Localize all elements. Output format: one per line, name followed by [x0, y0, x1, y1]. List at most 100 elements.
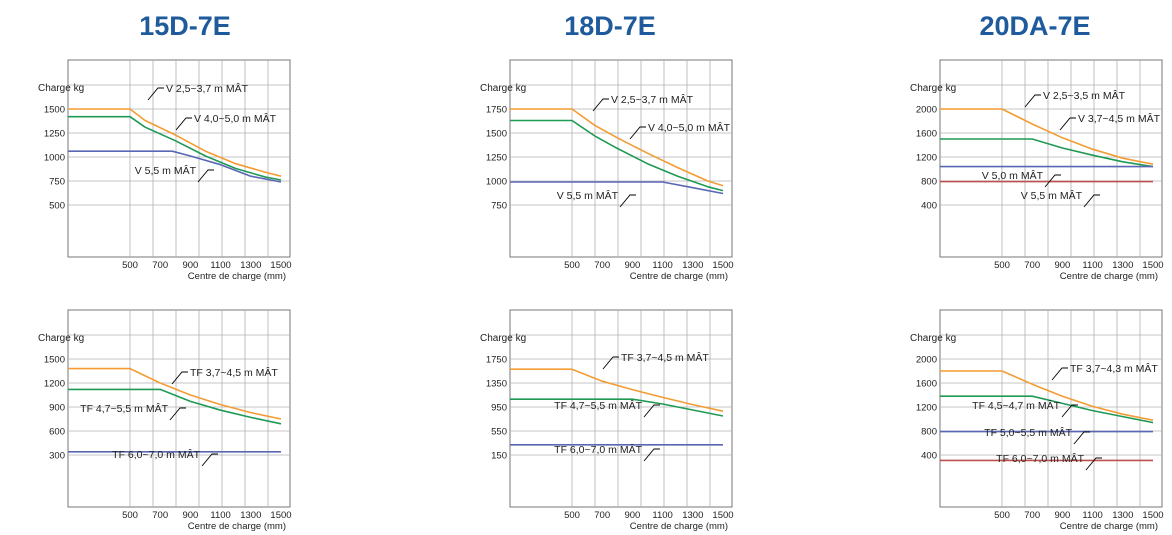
x-tick-label: 700	[152, 510, 168, 521]
series-label: V 2,5~3,7 m MÂT	[611, 93, 694, 106]
x-tick-label: 1100	[1082, 260, 1102, 271]
y-tick-label: 2000	[916, 105, 937, 116]
x-tick-label: 1300	[240, 510, 261, 521]
y-tick-label: 1350	[486, 379, 507, 390]
x-tick-label: 1500	[712, 260, 733, 271]
series-leader	[147, 87, 164, 101]
x-axis-label: Centre de charge (mm)	[630, 521, 728, 532]
y-tick-label: 1000	[44, 153, 65, 164]
series-label: V 2,5~3,5 m MÂT	[1043, 89, 1126, 102]
y-axis-label: Charge kg	[910, 333, 956, 344]
chart-20DA-7E-row1: Charge kg 400 800 1200 1600 2000 500 700 900 1100…	[910, 309, 1164, 532]
series-label: TF 4,7~5,5 m MÂT	[554, 399, 642, 412]
x-tick-label: 1100	[210, 510, 230, 521]
x-tick-label: 900	[182, 510, 198, 521]
chart-frame	[67, 59, 291, 258]
x-tick-label: 1500	[270, 510, 291, 521]
series-line-blue	[510, 181, 724, 195]
y-tick-label: 1500	[44, 355, 65, 366]
y-axis-label: Charge kg	[480, 333, 526, 344]
x-tick-label: 1100	[652, 260, 672, 271]
series-leader	[1083, 194, 1100, 208]
series-leader	[592, 98, 609, 112]
y-tick-label: 600	[49, 427, 65, 438]
y-tick-label: 1500	[486, 129, 507, 140]
series-line-blue	[68, 150, 282, 183]
series-leader	[1085, 457, 1102, 471]
y-tick-label: 750	[491, 201, 507, 212]
chart-frame	[509, 59, 733, 258]
y-axis-label: Charge kg	[910, 83, 956, 94]
series-line-green	[510, 119, 724, 192]
series-label: TF 4,5~4,7 m MÂT	[972, 399, 1060, 412]
y-tick-label: 1600	[916, 379, 937, 390]
x-tick-label: 500	[564, 510, 580, 521]
x-tick-label: 1500	[270, 260, 291, 271]
chart-18D-7E-row0: Charge kg 750 1000 1250 1500 1750 500 700 900 110…	[480, 59, 734, 282]
x-tick-label: 700	[152, 260, 168, 271]
series-leader	[175, 117, 192, 131]
y-tick-label: 900	[49, 403, 65, 414]
series-line-green	[940, 138, 1154, 168]
series-leader	[201, 453, 218, 467]
x-tick-label: 1500	[712, 510, 733, 521]
series-label: TF 6,0~7,0 m MÂT	[112, 448, 200, 461]
x-tick-label: 1500	[1142, 510, 1163, 521]
series-label: TF 5,0~5,5 m MÂT	[984, 426, 1072, 439]
chart-15D-7E-row1: Charge kg 300 600 900 1200 1500 500 700 900 1100 1…	[38, 309, 292, 532]
series-label: V 5,5 m MÂT	[1021, 189, 1083, 202]
chart-frame	[67, 309, 291, 508]
y-axis-label: Charge kg	[480, 83, 526, 94]
chart-20DA-7E-row0: Charge kg 400 800 1200 1600 2000 500 700 900 1100…	[910, 59, 1164, 282]
model-title-15d: 15D-7E	[139, 11, 231, 41]
series-label: V 4,0~5,0 m MÂT	[648, 121, 731, 134]
series-leader	[619, 194, 636, 208]
series-leader	[1059, 117, 1076, 131]
y-tick-label: 2000	[916, 355, 937, 366]
x-tick-label: 500	[564, 260, 580, 271]
y-tick-label: 1250	[44, 129, 65, 140]
y-tick-label: 300	[49, 451, 65, 462]
series-leader	[1061, 404, 1078, 418]
y-tick-label: 950	[491, 403, 507, 414]
series-label: TF 4,7~5,5 m MÂT	[80, 402, 168, 415]
series-leader	[1024, 94, 1041, 108]
y-tick-label: 150	[491, 451, 507, 462]
series-leader	[643, 448, 660, 462]
x-tick-label: 1300	[682, 260, 703, 271]
x-tick-label: 500	[994, 260, 1010, 271]
series-line-orange	[940, 370, 1154, 421]
series-leader	[1051, 367, 1068, 381]
x-tick-label: 1300	[682, 510, 703, 521]
chart-frame	[939, 309, 1163, 508]
y-tick-label: 400	[921, 451, 937, 462]
model-title-18d: 18D-7E	[564, 11, 656, 41]
model-title-20da: 20DA-7E	[979, 11, 1090, 41]
x-tick-label: 1300	[240, 260, 261, 271]
series-line-orange	[68, 367, 282, 420]
series-leader	[629, 126, 646, 140]
y-axis-label: Charge kg	[38, 83, 84, 94]
x-tick-label: 500	[122, 510, 138, 521]
x-tick-label: 1100	[210, 260, 230, 271]
y-tick-label: 1200	[44, 379, 65, 390]
y-tick-label: 1250	[486, 153, 507, 164]
series-line-orange	[68, 108, 282, 177]
y-tick-label: 1600	[916, 129, 937, 140]
x-tick-label: 1300	[1112, 260, 1133, 271]
x-tick-label: 700	[1024, 510, 1040, 521]
chart-15D-7E-row0: Charge kg 500 750 1000 1250 1500 500 700 900 1100…	[38, 59, 292, 282]
x-tick-label: 700	[594, 260, 610, 271]
x-tick-label: 1100	[1082, 510, 1102, 521]
x-tick-label: 900	[624, 260, 640, 271]
series-line-green	[68, 115, 282, 181]
x-axis-label: Centre de charge (mm)	[1060, 271, 1158, 282]
y-tick-label: 800	[921, 177, 937, 188]
series-line-green	[940, 395, 1154, 424]
y-tick-label: 1200	[916, 153, 937, 164]
series-line-green	[510, 398, 724, 417]
x-tick-label: 1100	[652, 510, 672, 521]
series-label: TF 6,0~7,0 m MÂT	[996, 452, 1084, 465]
series-label: V 5,0 m MÂT	[982, 169, 1044, 182]
series-line-green	[68, 388, 282, 425]
